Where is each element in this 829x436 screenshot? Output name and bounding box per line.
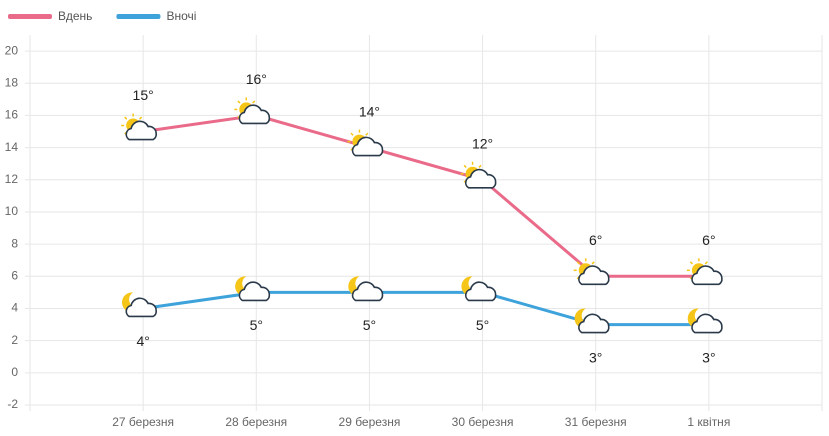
sun-ray (576, 261, 580, 265)
y-tick-label: 2 (11, 333, 18, 347)
y-tick-label: 20 (5, 43, 19, 57)
sun-ray (252, 100, 256, 104)
sun-ray (237, 100, 241, 104)
series-line (142, 113, 709, 278)
data-label: 5° (363, 317, 376, 333)
y-tick-label: 18 (5, 75, 19, 89)
data-label: 6° (702, 232, 715, 248)
cloud-icon (578, 265, 610, 286)
cloud-icon (238, 281, 271, 302)
y-tick-label: 4 (11, 301, 18, 315)
cloud-icon (351, 281, 384, 302)
y-tick-label: 10 (5, 204, 19, 218)
cloud-icon (238, 104, 271, 125)
legend-label: Вдень (58, 9, 92, 23)
cloud-icon (125, 297, 157, 318)
weather-icon (574, 308, 610, 334)
weather-icon (687, 308, 723, 334)
legend-label: Вночі (166, 9, 196, 23)
data-label: 3° (589, 349, 602, 365)
cloud-icon (691, 265, 723, 286)
sun-ray (704, 261, 708, 265)
cloud-icon (464, 281, 497, 302)
sun-ray (591, 261, 595, 265)
y-tick-label: 0 (11, 365, 18, 379)
sun-ray (138, 116, 143, 120)
data-label: 3° (702, 349, 715, 365)
data-label: 12° (472, 135, 493, 151)
weather-icon (122, 292, 157, 318)
data-label: 5° (476, 317, 489, 333)
sun-ray (478, 164, 482, 168)
sun-ray (124, 116, 128, 120)
weather-icon (461, 276, 497, 302)
legend-swatch (8, 14, 52, 19)
data-label: 16° (246, 71, 267, 87)
y-tick-label: 6 (11, 268, 18, 282)
sun-ray (463, 164, 467, 168)
data-label: 14° (359, 103, 380, 119)
cloud-icon (464, 168, 497, 189)
sun-ray (365, 132, 369, 136)
x-tick-label: 31 березня (565, 415, 627, 429)
cloud-icon (578, 313, 610, 334)
weather-icon (347, 129, 384, 157)
y-tick-label: 16 (5, 108, 19, 122)
legend-swatch (116, 14, 161, 19)
cloud-icon (125, 120, 157, 141)
y-tick-label: 8 (11, 236, 18, 250)
sun-ray (689, 261, 694, 265)
data-label: 4° (136, 333, 149, 349)
x-tick-label: 27 березня (112, 415, 174, 429)
weather-icon (686, 258, 723, 286)
x-tick-label: 30 березня (452, 415, 514, 429)
x-tick-label: 1 квітня (687, 415, 730, 429)
data-label: 15° (133, 87, 154, 103)
weather-icon (235, 276, 271, 302)
y-tick-label: 14 (5, 140, 19, 154)
y-tick-label: -2 (7, 397, 18, 411)
x-tick-label: 28 березня (225, 415, 287, 429)
weather-icon (573, 258, 610, 286)
weather-icon (348, 276, 384, 302)
data-label: 6° (589, 232, 602, 248)
y-tick-label: 12 (5, 172, 19, 186)
data-label: 5° (250, 317, 263, 333)
cloud-icon (351, 136, 384, 157)
weather-icon (234, 97, 271, 125)
x-tick-label: 29 березня (339, 415, 401, 429)
series-line (142, 290, 709, 327)
weather-icon (460, 161, 497, 189)
weather-icon (121, 113, 157, 141)
cloud-icon (691, 313, 723, 334)
sun-ray (350, 132, 354, 136)
